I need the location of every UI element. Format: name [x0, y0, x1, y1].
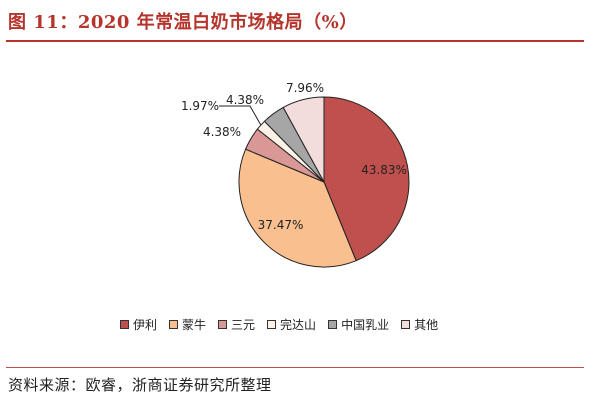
- legend-item-2: 三元: [218, 316, 255, 333]
- legend-label-0: 伊利: [133, 317, 158, 332]
- legend-swatch-1: [169, 319, 179, 329]
- chart-legend: 伊利 蒙牛 三元 完达山 中国乳业 其他: [120, 316, 438, 332]
- slice-label-3: 1.97%: [181, 99, 219, 113]
- pie-slice-0: [323, 96, 410, 262]
- leader-line-3: [219, 105, 262, 126]
- title-divider: [6, 40, 584, 42]
- pie-slice-5: [282, 96, 325, 183]
- slice-label-2: 4.38%: [203, 125, 241, 139]
- legend-label-1: 蒙牛: [182, 317, 207, 332]
- legend-label-5: 其他: [414, 317, 439, 332]
- legend-swatch-2: [218, 319, 228, 329]
- slice-label-5: 7.96%: [286, 81, 324, 95]
- figure-title: 图 11：2020 年常温白奶市场格局（%）: [8, 12, 358, 33]
- legend-item-1: 蒙牛: [169, 316, 206, 333]
- legend-swatch-5: [401, 319, 411, 329]
- legend-item-0: 伊利: [120, 316, 157, 333]
- source-divider: [6, 367, 584, 368]
- legend-item-3: 完达山: [267, 316, 316, 333]
- legend-label-4: 中国乳业: [341, 317, 390, 332]
- legend-swatch-4: [328, 319, 338, 329]
- legend-item-4: 中国乳业: [328, 316, 389, 333]
- slice-label-0: 43.83%: [361, 163, 407, 177]
- legend-swatch-3: [267, 319, 277, 329]
- legend-swatch-0: [120, 319, 129, 329]
- slice-label-1: 37.47%: [258, 218, 304, 232]
- legend-label-2: 三元: [231, 317, 256, 332]
- source-note: 资料来源：欧睿，浙商证券研究所整理: [8, 376, 272, 394]
- legend-item-5: 其他: [401, 316, 438, 333]
- pie-slice-1: [238, 148, 357, 268]
- legend-label-3: 完达山: [280, 317, 317, 332]
- slice-label-4: 4.38%: [226, 93, 264, 107]
